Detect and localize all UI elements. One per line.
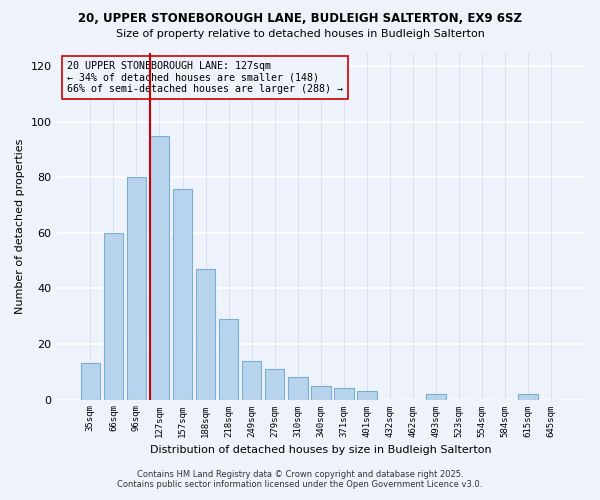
Bar [288,378,308,400]
Bar [518,394,538,400]
Text: Size of property relative to detached houses in Budleigh Salterton: Size of property relative to detached ho… [116,29,484,39]
Bar [311,386,331,400]
Y-axis label: Number of detached properties: Number of detached properties [15,138,25,314]
Bar [127,178,146,400]
Bar [196,269,215,400]
Bar [173,188,193,400]
Bar [334,388,353,400]
Bar [426,394,446,400]
Bar [104,233,123,400]
X-axis label: Distribution of detached houses by size in Budleigh Salterton: Distribution of detached houses by size … [150,445,491,455]
Bar [357,391,377,400]
Text: 20, UPPER STONEBOROUGH LANE, BUDLEIGH SALTERTON, EX9 6SZ: 20, UPPER STONEBOROUGH LANE, BUDLEIGH SA… [78,12,522,26]
Text: Contains HM Land Registry data © Crown copyright and database right 2025.
Contai: Contains HM Land Registry data © Crown c… [118,470,482,489]
Bar [80,364,100,400]
Bar [242,360,262,400]
Bar [149,136,169,400]
Bar [265,369,284,400]
Bar [219,319,238,400]
Text: 20 UPPER STONEBOROUGH LANE: 127sqm
← 34% of detached houses are smaller (148)
66: 20 UPPER STONEBOROUGH LANE: 127sqm ← 34%… [67,61,343,94]
